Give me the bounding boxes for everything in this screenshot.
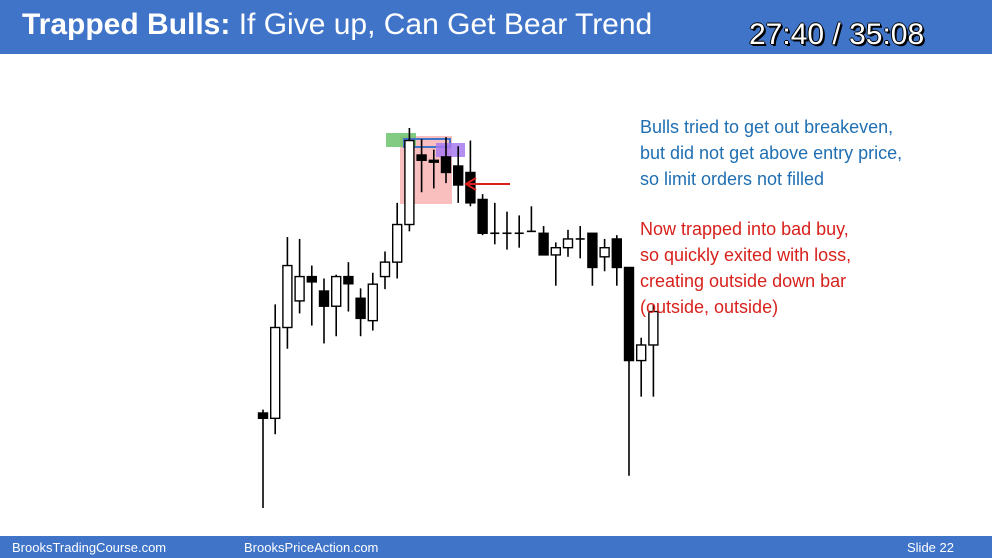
- candle: [477, 194, 488, 236]
- candle: [367, 272, 378, 331]
- slide-number: Slide 22: [907, 540, 954, 555]
- slide-header: Trapped Bulls: If Give up, Can Get Bear …: [0, 0, 992, 54]
- candle: [465, 140, 476, 207]
- bear-candle-body: [453, 165, 464, 186]
- red-annotation: Now trapped into bad buy, so quickly exi…: [640, 216, 851, 320]
- candle: [562, 229, 574, 257]
- bull-candle-body: [331, 275, 342, 307]
- footer-site-left: BrooksTradingCourse.com: [12, 540, 167, 555]
- bear-candle-body: [355, 297, 366, 320]
- candle: [453, 146, 464, 203]
- red-annotation-line: so quickly exited with loss,: [640, 245, 852, 265]
- red-arrow: [464, 177, 510, 191]
- bull-candle-body: [379, 261, 391, 278]
- slide-title: Trapped Bulls: If Give up, Can Get Bear …: [22, 8, 652, 42]
- candle: [538, 226, 549, 256]
- candle: [282, 237, 293, 349]
- candle: [318, 278, 330, 344]
- bull-candle-body: [648, 310, 659, 346]
- candle: [343, 262, 354, 312]
- bull-candle-body: [282, 264, 293, 329]
- candle: [599, 238, 610, 272]
- candle: [526, 206, 536, 233]
- candle: [623, 266, 635, 476]
- blue-annotation-line: Bulls tried to get out breakeven,: [640, 117, 894, 137]
- candles-group: [257, 128, 659, 508]
- bull-candle-body: [599, 246, 610, 258]
- slide-footer: BrooksTradingCourse.com BrooksPriceActio…: [0, 536, 992, 558]
- candle: [416, 139, 427, 193]
- bear-candle-body: [318, 290, 330, 307]
- bull-candle-body: [294, 275, 305, 302]
- bear-candle-body: [477, 198, 488, 234]
- candle: [575, 226, 585, 259]
- bull-candle-body: [392, 223, 403, 263]
- candle: [355, 288, 366, 337]
- candle: [611, 235, 622, 286]
- purple-highlight-box: [436, 143, 465, 157]
- candle: [257, 409, 269, 508]
- blue-annotation: Bulls tried to get out breakeven, but di…: [640, 114, 902, 192]
- candle: [379, 251, 391, 290]
- bear-candle-body: [343, 275, 354, 285]
- candle: [550, 242, 561, 286]
- bull-candle-body: [550, 246, 561, 256]
- candle: [294, 238, 305, 314]
- candle: [270, 304, 281, 435]
- candle: [514, 215, 524, 248]
- candle: [502, 211, 512, 250]
- candle: [392, 202, 403, 279]
- red-annotation-line: (outside, outside): [640, 297, 779, 317]
- bear-candle-body: [538, 232, 549, 256]
- candle: [428, 149, 439, 189]
- bull-candle-body: [367, 283, 378, 322]
- candle: [440, 137, 452, 184]
- bear-candle-body: [440, 156, 452, 174]
- candle: [331, 274, 342, 337]
- bear-candle-body: [623, 266, 635, 362]
- candle: [404, 128, 415, 232]
- candle: [587, 232, 598, 286]
- bull-candle-body: [270, 326, 281, 420]
- footer-site-middle: BrooksPriceAction.com: [244, 540, 379, 555]
- bear-candle-body: [416, 154, 427, 161]
- bear-candle-body: [257, 412, 269, 420]
- red-annotation-line: creating outside down bar: [640, 271, 847, 291]
- candle: [490, 202, 500, 245]
- red-annotation-line: Now trapped into bad buy,: [640, 219, 849, 239]
- title-bold-part: Trapped Bulls:: [22, 8, 231, 41]
- bear-candle-body: [428, 159, 439, 163]
- bull-candle-body: [636, 344, 647, 362]
- candle: [306, 265, 317, 326]
- candle: [636, 337, 647, 397]
- video-timer: 27:40 / 35:08: [749, 18, 925, 51]
- bear-candle-body: [306, 275, 317, 283]
- bear-candle-body: [587, 232, 598, 269]
- red-arrow-head: [464, 177, 477, 191]
- blue-annotation-line: but did not get above entry price,: [640, 143, 903, 163]
- bull-candle-body: [562, 238, 574, 249]
- candle: [648, 304, 659, 397]
- bear-candle-body: [611, 238, 622, 269]
- title-rest-part: If Give up, Can Get Bear Trend: [230, 8, 653, 41]
- blue-annotation-line: so limit orders not filled: [640, 169, 825, 189]
- bull-candle-body: [404, 139, 415, 226]
